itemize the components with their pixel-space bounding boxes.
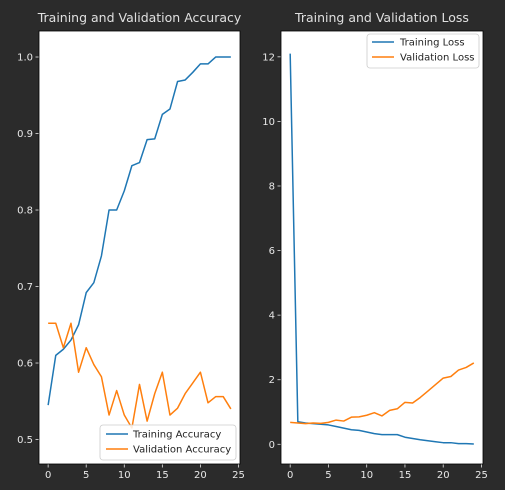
loss-ytick-label: 12 [262,52,275,63]
loss-legend: Training Loss Validation Loss [366,33,480,69]
loss-ytick-label: 8 [269,181,275,192]
accuracy-xtick-label: 0 [45,470,51,481]
series-line-training-accuracy [47,56,231,406]
loss-ytick-label: 2 [269,375,275,386]
loss-xtick-label: 0 [287,470,293,481]
accuracy-ytick-label: 0.7 [17,282,33,293]
accuracy-ytick-label: 0.6 [17,359,33,370]
loss-xtick-label: 15 [399,470,412,481]
accuracy-ytick-label: 0.8 [17,206,33,217]
series-line-validation-accuracy [48,322,232,429]
accuracy-xtick-label: 5 [83,470,89,481]
legend-label-validation-loss: Validation Loss [400,53,475,64]
loss-legend-box [366,33,480,69]
loss-xtick-label: 10 [360,470,373,481]
accuracy-xtick-label: 10 [118,470,131,481]
loss-chart: Training and Validation Loss 0 5 10 15 20 25 0… [262,10,488,481]
loss-xtick-label: 25 [475,470,488,481]
accuracy-xtick-label: 20 [194,470,207,481]
legend-label-training-accuracy: Training Accuracy [132,430,221,441]
loss-plot-frame [280,30,484,465]
accuracy-xtick-label: 25 [232,470,245,481]
accuracy-xtick-label: 15 [156,470,169,481]
accuracy-ytick-label: 1.0 [17,53,33,64]
accuracy-legend-box [99,424,237,461]
accuracy-ytick-label: 0.5 [17,435,33,446]
loss-ytick-label: 4 [269,311,275,322]
loss-ytick-label: 10 [262,117,275,128]
loss-xtick-label: 20 [437,470,450,481]
series-line-validation-loss [290,362,475,425]
accuracy-plot-area [39,31,240,464]
loss-plot-area [281,31,483,464]
legend-label-training-loss: Training Loss [399,38,465,49]
accuracy-chart: Training and Validation Accuracy 0 5 10 15 2… [17,10,245,481]
loss-chart-title: Training and Validation Loss [294,10,469,25]
series-line-training-loss [289,53,474,445]
legend-label-validation-accuracy: Validation Accuracy [133,445,231,456]
loss-ytick-label: 0 [269,440,275,451]
loss-xtick-label: 5 [325,470,331,481]
accuracy-legend: Training Accuracy Validation Accuracy [99,424,237,461]
accuracy-plot-frame [38,30,241,465]
accuracy-chart-title: Training and Validation Accuracy [37,10,242,25]
loss-ytick-label: 6 [269,246,275,257]
accuracy-ytick-label: 0.9 [17,129,33,140]
